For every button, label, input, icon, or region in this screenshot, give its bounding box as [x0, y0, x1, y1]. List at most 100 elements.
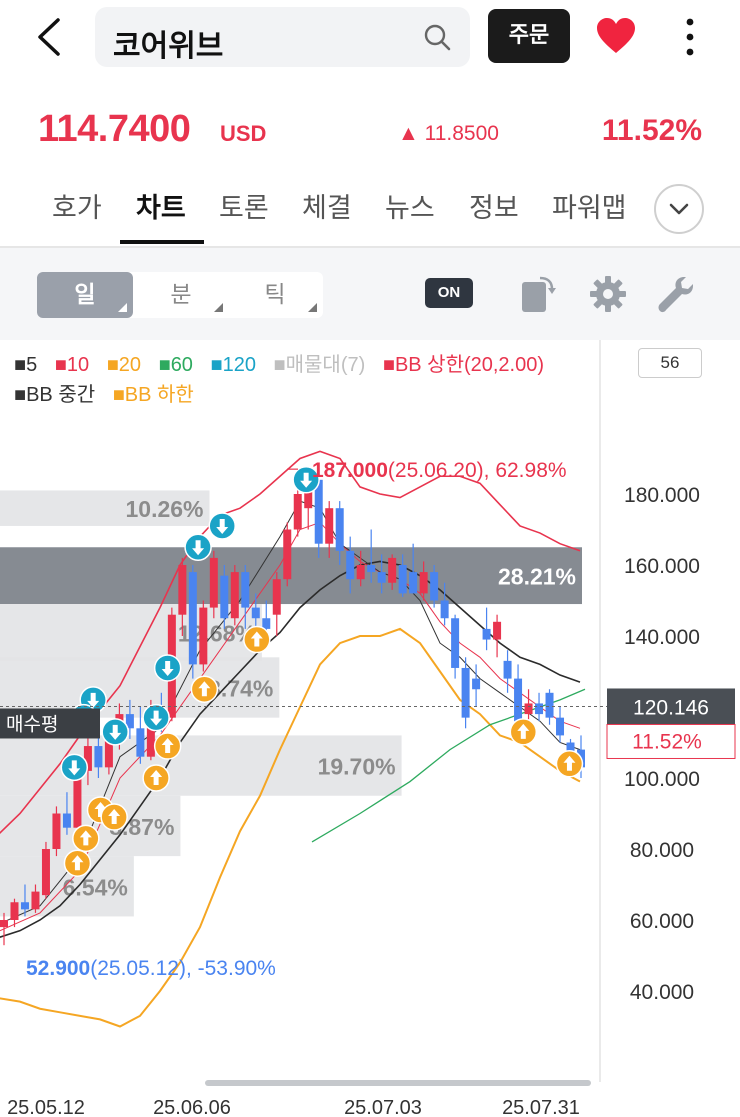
candle-body: [251, 607, 260, 619]
volume-profile-label: 10.26%: [126, 496, 204, 522]
signal-arrow: [216, 518, 229, 534]
chart-scrollbar: [205, 1080, 591, 1086]
candle-body: [0, 920, 8, 928]
candle-body: [482, 628, 491, 640]
tab-orderbook[interactable]: 호가: [52, 193, 102, 224]
signal-arrow: [150, 710, 163, 726]
legend-item-ma10: ■10: [55, 354, 89, 376]
period-minute-button[interactable]: 분: [133, 272, 229, 318]
signal-arrow: [517, 723, 530, 739]
candle-body: [283, 529, 292, 580]
candle-body: [136, 728, 145, 757]
y-tick-label: 140.000: [624, 626, 700, 649]
search-icon[interactable]: [422, 22, 452, 52]
volume-profile-label: 19.70%: [318, 754, 396, 780]
tab-discussion[interactable]: 토론: [219, 193, 269, 224]
y-tick-label: 160.000: [624, 555, 700, 578]
candle-body: [356, 565, 365, 580]
period-day-label: 일: [74, 282, 96, 308]
tab-powermap[interactable]: 파워맵: [552, 193, 627, 224]
legend-marker: ■: [210, 354, 223, 376]
legend-label: 5: [26, 354, 38, 376]
signal-arrow: [79, 830, 92, 846]
tab-chart[interactable]: 차트: [136, 193, 186, 224]
candle-body: [272, 579, 281, 615]
legend-marker: ■: [106, 354, 119, 376]
period-tick-button[interactable]: 틱: [227, 272, 323, 318]
dropdown-corner-icon: [118, 303, 127, 312]
candle-body: [472, 678, 481, 690]
visible-candle-count[interactable]: 56: [638, 348, 702, 378]
candle-body: [556, 717, 565, 736]
candle-body: [503, 660, 512, 679]
dropdown-corner-icon: [214, 303, 223, 312]
legend-label: BB 하한: [124, 384, 194, 406]
signal-arrow: [94, 801, 107, 817]
x-tick-label: 25.07.31: [502, 1097, 580, 1117]
heart-icon[interactable]: [596, 17, 636, 55]
back-arrow-icon[interactable]: [30, 14, 70, 60]
tab-more-button[interactable]: [654, 184, 704, 234]
candle-body: [178, 565, 187, 615]
rotate-screen-icon[interactable]: [518, 274, 558, 314]
bb-mid-line: [0, 560, 581, 938]
buy-signal-icon: [555, 750, 584, 778]
sell-signal-icon: [292, 466, 320, 494]
legend-item-bb-lower: ■BB 하한: [113, 384, 194, 406]
legend-item-bb-mid: ■BB 중간: [14, 384, 95, 406]
candle-body: [335, 508, 344, 551]
more-vertical-icon[interactable]: [676, 15, 704, 59]
candle-body: [461, 667, 470, 718]
price-chart[interactable]: 10.26%28.21%12.68%13.74%19.70%8.87%6.54%…: [0, 340, 740, 1117]
candle-body: [52, 813, 61, 849]
low-price-value: 52.900: [26, 957, 90, 980]
order-button[interactable]: 주문: [488, 9, 570, 63]
legend-label: 60: [170, 354, 193, 376]
legend-marker: ■: [14, 384, 27, 406]
tab-bar: 호가 차트 토론 체결 뉴스 정보 파워맵: [0, 172, 740, 248]
y-tick-label: 60.000: [630, 910, 694, 933]
legend-label: 매물대(7): [285, 354, 366, 376]
candle-body: [104, 728, 113, 768]
candle-body: [377, 572, 386, 583]
candle-body: [293, 494, 302, 530]
chart-area[interactable]: 10.26% 28.21% 12.68% 13.74% 19.70% 8.87% 6.54%…: [0, 340, 740, 1117]
volume-profile-label: 28.21%: [498, 564, 576, 590]
candle-body: [20, 902, 29, 910]
chevron-down-icon: [669, 203, 689, 215]
legend-item-ma120: ■120: [211, 354, 256, 376]
period-day-button[interactable]: 일: [37, 272, 133, 318]
x-tick-label: 25.07.03: [344, 1097, 422, 1117]
candle-body: [409, 572, 418, 594]
tab-news[interactable]: 뉴스: [385, 193, 435, 224]
period-selector: 일 분 틱: [37, 272, 323, 318]
candle-body: [199, 607, 208, 665]
buy-signal-icon: [153, 732, 182, 760]
ma5-line: [0, 500, 581, 925]
sell-signal-icon: [142, 703, 170, 732]
search-box[interactable]: 코어위브: [95, 7, 470, 67]
gear-icon[interactable]: [588, 274, 628, 314]
candle-body: [146, 707, 155, 757]
y-tick-label: 80.000: [630, 839, 694, 862]
high-price-label: 187.000(25.06.20), 62.98%: [312, 459, 567, 482]
sell-signal-icon: [208, 512, 236, 540]
candle-body: [73, 770, 82, 828]
current-price: 114.7400: [38, 108, 191, 150]
ma60-line: [311, 688, 586, 843]
candle-body: [220, 575, 229, 619]
volume-profile-bar: [0, 604, 262, 661]
candle-body: [388, 557, 397, 583]
signal-arrow: [68, 760, 81, 776]
tab-trades[interactable]: 체결: [302, 193, 352, 224]
high-price-detail: (25.06.20), 62.98%: [388, 459, 567, 482]
indicator-toggle[interactable]: ON: [425, 278, 473, 308]
legend-marker: ■: [273, 354, 286, 376]
wrench-icon[interactable]: [656, 274, 696, 314]
candle-body: [493, 621, 502, 640]
tab-info[interactable]: 정보: [469, 193, 519, 224]
active-tab-indicator: [120, 240, 204, 244]
current-price-tag: [607, 688, 735, 725]
period-minute-label: 분: [170, 282, 192, 308]
candle-body: [262, 618, 271, 629]
